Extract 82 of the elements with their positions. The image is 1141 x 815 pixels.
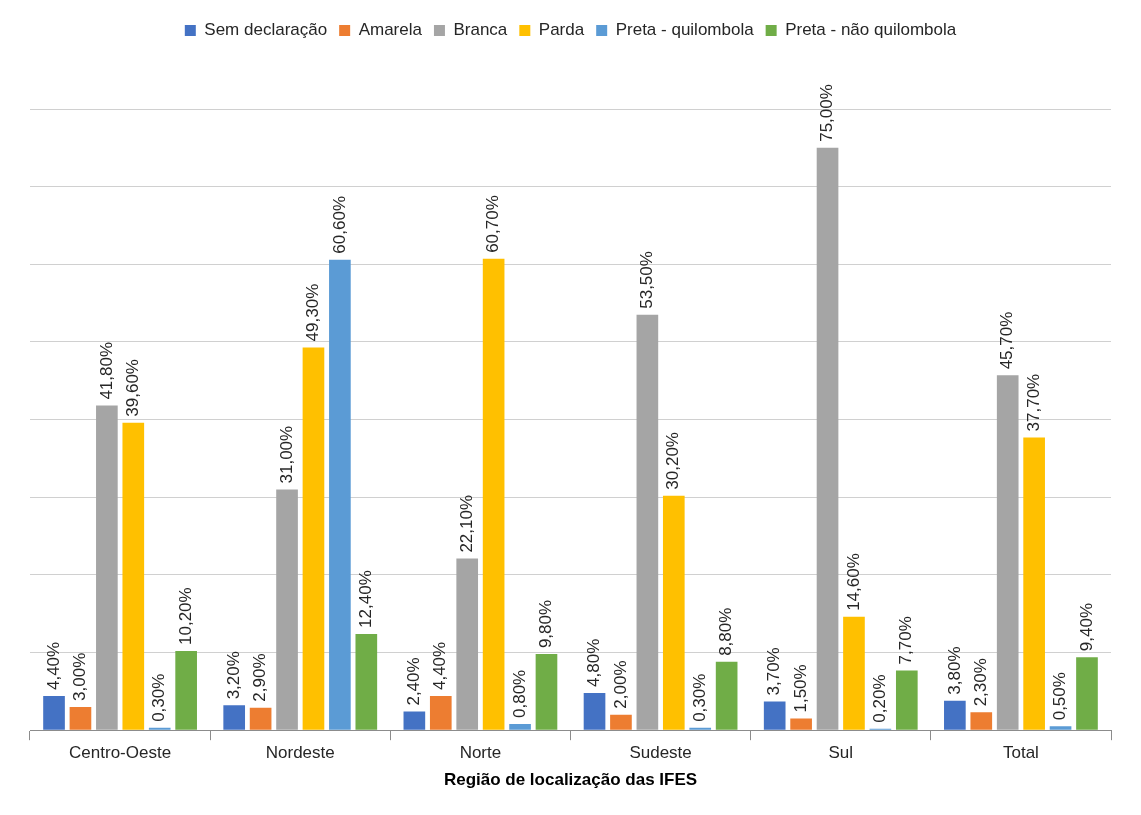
data-label: 9,80%: [536, 599, 556, 649]
bar: [1049, 726, 1072, 730]
legend-label: Sem declaração: [204, 20, 328, 40]
bar: [249, 707, 272, 730]
data-label: 10,20%: [175, 587, 195, 645]
data-label: 2,00%: [610, 660, 630, 709]
x-tick-label: Total: [1002, 743, 1039, 763]
legend-label: Preta - não quilombola: [785, 20, 957, 40]
bar: [816, 147, 839, 730]
bar: [302, 347, 325, 730]
data-label: 2,40%: [404, 657, 424, 706]
bar: [122, 422, 145, 730]
data-label: 0,30%: [689, 673, 709, 722]
data-label: 7,70%: [896, 616, 916, 665]
data-label: 31,00%: [276, 425, 296, 484]
bar: [223, 705, 246, 730]
x-tick-label: Centro-Oeste: [69, 743, 172, 763]
data-label: 3,80%: [944, 646, 964, 695]
bar: [535, 654, 558, 730]
data-label: 0,30%: [149, 673, 169, 722]
bar: [403, 711, 426, 730]
data-label: 2,30%: [970, 658, 990, 707]
bar: [662, 495, 685, 730]
bar: [583, 692, 606, 730]
legend-label: Branca: [453, 20, 508, 40]
data-label: 39,60%: [122, 359, 142, 417]
bar: [944, 700, 966, 730]
bar: [355, 633, 378, 730]
data-label: 12,40%: [356, 570, 375, 628]
data-label: 45,70%: [997, 311, 1017, 370]
bar: [175, 651, 197, 730]
bar: [970, 712, 993, 730]
data-label: 41,80%: [96, 341, 116, 400]
bar: [763, 701, 786, 730]
bar: [456, 558, 479, 730]
data-label: 60,70%: [483, 195, 503, 253]
data-label: 14,60%: [843, 553, 863, 611]
data-label: 37,70%: [1023, 373, 1043, 432]
data-label: 53,50%: [637, 251, 657, 309]
data-label: 3,70%: [764, 647, 784, 696]
x-tick-label: Nordeste: [265, 743, 335, 763]
x-tick-label: Sudeste: [629, 743, 692, 763]
x-tick-label: Norte: [459, 743, 502, 763]
data-label: 8,80%: [716, 607, 736, 656]
bar: [482, 258, 505, 730]
data-label: 2,90%: [250, 653, 270, 702]
data-label: 75,00%: [817, 84, 837, 142]
data-label: 9,40%: [1076, 603, 1096, 652]
data-label: 0,80%: [509, 669, 529, 718]
data-label: 30,20%: [663, 432, 683, 490]
legend-label: Parda: [538, 20, 585, 40]
data-label: 1,50%: [790, 664, 810, 713]
legend-label: Amarela: [358, 20, 423, 40]
bar: [843, 616, 865, 730]
bar: [69, 706, 92, 730]
x-axis-title: Região de localização das IFES: [443, 770, 698, 790]
data-label: 4,40%: [430, 641, 450, 691]
data-label: 3,20%: [223, 651, 243, 700]
bar: [636, 314, 659, 730]
bar: [715, 661, 738, 730]
data-label: 22,10%: [456, 494, 476, 553]
x-tick-label: Sul: [828, 743, 854, 763]
bar: [610, 714, 632, 730]
bar: [1076, 657, 1098, 730]
bar: [96, 405, 118, 730]
bar: [895, 670, 918, 730]
data-label: 4,40%: [43, 641, 63, 691]
bar: [329, 259, 351, 730]
data-label: 49,30%: [303, 283, 323, 342]
data-label: 60,60%: [329, 195, 349, 254]
bar: [43, 696, 65, 730]
bar: [1023, 437, 1045, 730]
data-label: 3,00%: [70, 652, 90, 701]
data-label: 0,50%: [1050, 672, 1070, 721]
legend-label: Preta - quilombola: [615, 20, 755, 40]
bar: [996, 375, 1019, 730]
bar: [276, 489, 298, 730]
bar: [429, 696, 452, 730]
data-label: 4,80%: [584, 638, 604, 687]
bar: [509, 723, 531, 730]
bar: [790, 718, 812, 730]
data-label: 0,20%: [870, 674, 890, 723]
